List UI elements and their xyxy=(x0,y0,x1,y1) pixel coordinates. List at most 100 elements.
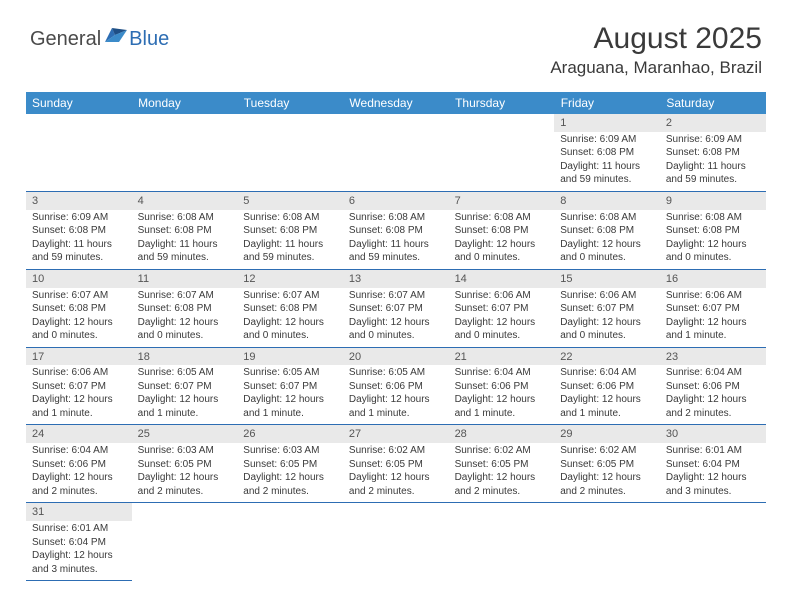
day-detail-cell: Sunrise: 6:02 AMSunset: 6:05 PMDaylight:… xyxy=(554,443,660,503)
daylight-text: Daylight: 12 hours xyxy=(32,549,126,563)
day-number-cell: 29 xyxy=(554,425,660,443)
daylight-text: and 1 minute. xyxy=(349,407,443,421)
daylight-text: Daylight: 12 hours xyxy=(32,316,126,330)
daylight-text: Daylight: 12 hours xyxy=(243,471,337,485)
day-number-cell: 5 xyxy=(237,191,343,209)
sunset-text: Sunset: 6:07 PM xyxy=(560,302,654,316)
sunrise-text: Sunrise: 6:06 AM xyxy=(560,289,654,303)
daylight-text: Daylight: 12 hours xyxy=(243,316,337,330)
day-detail-cell: Sunrise: 6:09 AMSunset: 6:08 PMDaylight:… xyxy=(26,210,132,270)
sunset-text: Sunset: 6:08 PM xyxy=(560,146,654,160)
sunset-text: Sunset: 6:08 PM xyxy=(666,224,760,238)
day-number-cell: 2 xyxy=(660,114,766,132)
day-detail-cell xyxy=(132,521,238,581)
daylight-text: and 2 minutes. xyxy=(32,485,126,499)
day-number-cell: 4 xyxy=(132,191,238,209)
day-number-cell: 20 xyxy=(343,347,449,365)
daylight-text: and 2 minutes. xyxy=(666,407,760,421)
day-detail-row: Sunrise: 6:09 AMSunset: 6:08 PMDaylight:… xyxy=(26,210,766,270)
daylight-text: and 0 minutes. xyxy=(32,329,126,343)
header: General Blue August 2025 Araguana, Maran… xyxy=(0,0,792,86)
sunrise-text: Sunrise: 6:08 AM xyxy=(349,211,443,225)
day-detail-cell: Sunrise: 6:07 AMSunset: 6:08 PMDaylight:… xyxy=(26,288,132,348)
daylight-text: Daylight: 12 hours xyxy=(666,393,760,407)
daylight-text: Daylight: 12 hours xyxy=(138,316,232,330)
day-number-cell: 19 xyxy=(237,347,343,365)
day-detail-cell xyxy=(449,521,555,581)
daylight-text: and 0 minutes. xyxy=(243,329,337,343)
sunrise-text: Sunrise: 6:05 AM xyxy=(138,366,232,380)
logo: General Blue xyxy=(30,28,169,51)
sunrise-text: Sunrise: 6:01 AM xyxy=(32,522,126,536)
daylight-text: and 1 minute. xyxy=(666,329,760,343)
sunset-text: Sunset: 6:07 PM xyxy=(349,302,443,316)
day-detail-cell: Sunrise: 6:07 AMSunset: 6:07 PMDaylight:… xyxy=(343,288,449,348)
daylight-text: Daylight: 12 hours xyxy=(349,471,443,485)
daylight-text: Daylight: 11 hours xyxy=(666,160,760,174)
daylight-text: and 59 minutes. xyxy=(560,173,654,187)
day-detail-cell xyxy=(26,132,132,192)
day-number-cell: 16 xyxy=(660,269,766,287)
day-detail-cell: Sunrise: 6:05 AMSunset: 6:07 PMDaylight:… xyxy=(237,365,343,425)
daylight-text: and 1 minute. xyxy=(560,407,654,421)
day-number-cell xyxy=(237,114,343,132)
daylight-text: and 3 minutes. xyxy=(32,563,126,577)
day-number-cell: 1 xyxy=(554,114,660,132)
sunset-text: Sunset: 6:08 PM xyxy=(32,224,126,238)
daylight-text: and 0 minutes. xyxy=(349,329,443,343)
sunset-text: Sunset: 6:08 PM xyxy=(243,302,337,316)
weekday-header: Tuesday xyxy=(237,92,343,114)
day-number-cell xyxy=(132,503,238,521)
daylight-text: Daylight: 12 hours xyxy=(455,316,549,330)
day-number-row: 24252627282930 xyxy=(26,425,766,443)
day-number-cell: 21 xyxy=(449,347,555,365)
sunset-text: Sunset: 6:06 PM xyxy=(560,380,654,394)
sunset-text: Sunset: 6:07 PM xyxy=(455,302,549,316)
day-number-cell xyxy=(132,114,238,132)
sunset-text: Sunset: 6:04 PM xyxy=(666,458,760,472)
sunset-text: Sunset: 6:08 PM xyxy=(666,146,760,160)
sunset-text: Sunset: 6:05 PM xyxy=(138,458,232,472)
daylight-text: Daylight: 11 hours xyxy=(349,238,443,252)
daylight-text: and 59 minutes. xyxy=(349,251,443,265)
daylight-text: and 0 minutes. xyxy=(666,251,760,265)
day-detail-row: Sunrise: 6:09 AMSunset: 6:08 PMDaylight:… xyxy=(26,132,766,192)
day-number-cell: 9 xyxy=(660,191,766,209)
day-detail-cell xyxy=(660,521,766,581)
day-number-cell xyxy=(343,114,449,132)
title-block: August 2025 Araguana, Maranhao, Brazil xyxy=(550,22,762,78)
daylight-text: and 2 minutes. xyxy=(138,485,232,499)
sunset-text: Sunset: 6:04 PM xyxy=(32,536,126,550)
day-number-row: 3456789 xyxy=(26,191,766,209)
day-number-cell: 6 xyxy=(343,191,449,209)
daylight-text: Daylight: 12 hours xyxy=(666,471,760,485)
weekday-header: Wednesday xyxy=(343,92,449,114)
sunrise-text: Sunrise: 6:09 AM xyxy=(560,133,654,147)
day-detail-cell: Sunrise: 6:08 AMSunset: 6:08 PMDaylight:… xyxy=(237,210,343,270)
daylight-text: and 1 minute. xyxy=(243,407,337,421)
sunset-text: Sunset: 6:05 PM xyxy=(560,458,654,472)
daylight-text: and 0 minutes. xyxy=(138,329,232,343)
logo-text-blue: Blue xyxy=(129,28,169,51)
day-detail-row: Sunrise: 6:07 AMSunset: 6:08 PMDaylight:… xyxy=(26,288,766,348)
sunset-text: Sunset: 6:06 PM xyxy=(666,380,760,394)
daylight-text: and 59 minutes. xyxy=(666,173,760,187)
day-detail-cell: Sunrise: 6:06 AMSunset: 6:07 PMDaylight:… xyxy=(660,288,766,348)
weekday-header: Saturday xyxy=(660,92,766,114)
day-number-cell: 26 xyxy=(237,425,343,443)
day-detail-cell: Sunrise: 6:06 AMSunset: 6:07 PMDaylight:… xyxy=(554,288,660,348)
day-number-row: 17181920212223 xyxy=(26,347,766,365)
daylight-text: and 3 minutes. xyxy=(666,485,760,499)
day-detail-cell xyxy=(343,132,449,192)
day-detail-cell: Sunrise: 6:01 AMSunset: 6:04 PMDaylight:… xyxy=(26,521,132,581)
sunrise-text: Sunrise: 6:09 AM xyxy=(666,133,760,147)
day-number-cell: 13 xyxy=(343,269,449,287)
day-number-cell: 11 xyxy=(132,269,238,287)
day-detail-cell: Sunrise: 6:09 AMSunset: 6:08 PMDaylight:… xyxy=(554,132,660,192)
sunset-text: Sunset: 6:05 PM xyxy=(243,458,337,472)
sunrise-text: Sunrise: 6:08 AM xyxy=(666,211,760,225)
sunrise-text: Sunrise: 6:02 AM xyxy=(560,444,654,458)
sunrise-text: Sunrise: 6:08 AM xyxy=(560,211,654,225)
day-number-row: 31 xyxy=(26,503,766,521)
daylight-text: and 0 minutes. xyxy=(455,251,549,265)
